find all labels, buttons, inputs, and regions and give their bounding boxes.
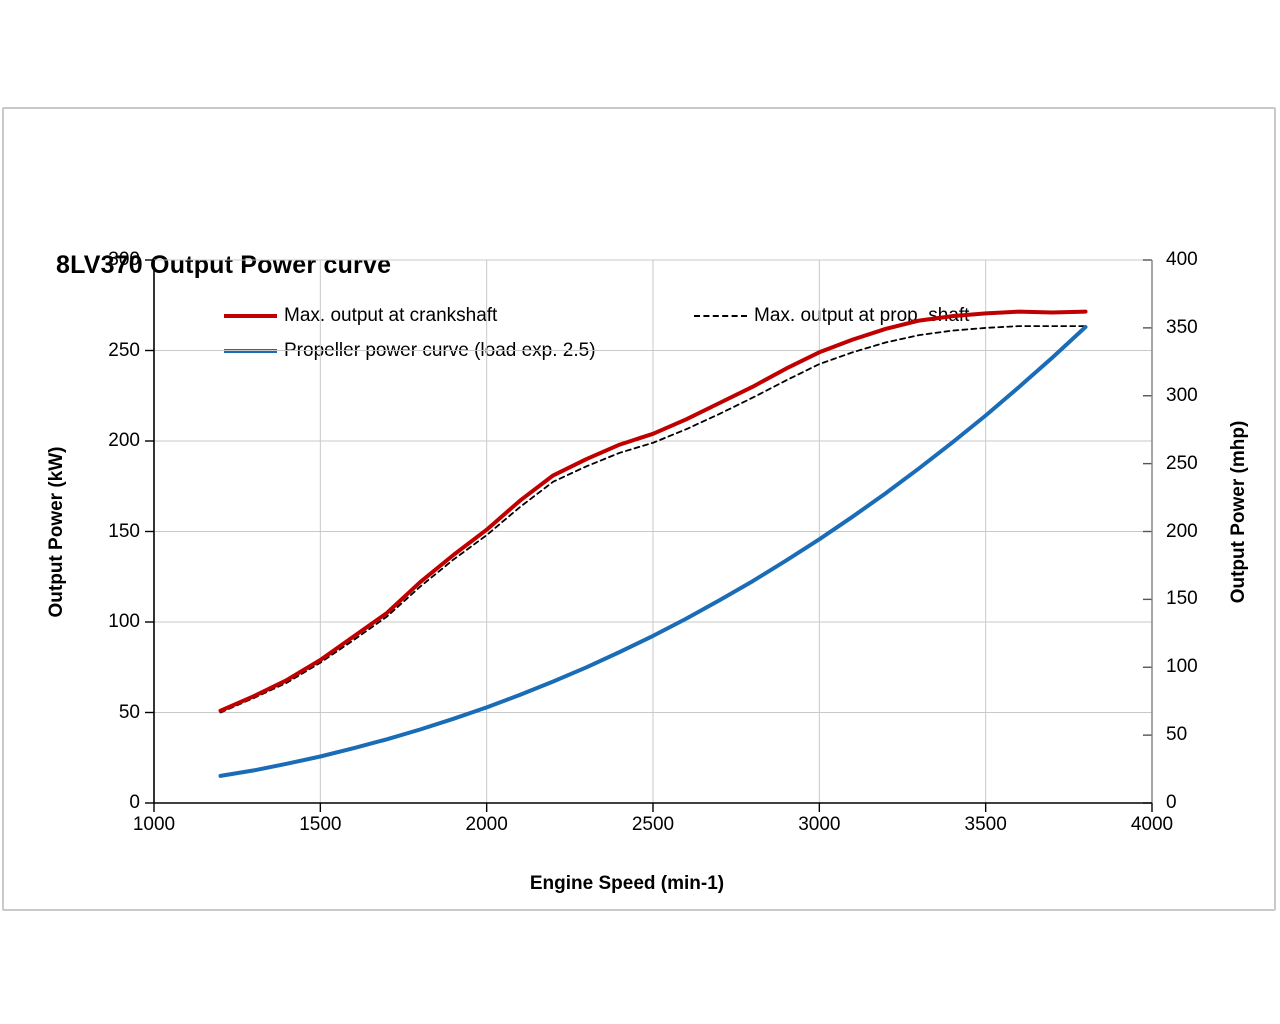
y-left-tick-label: 0	[129, 792, 140, 813]
x-tick-label: 1000	[132, 814, 176, 835]
y-left-tick-label: 150	[108, 520, 140, 542]
y-right-tick-label: 350	[1166, 316, 1198, 338]
legend-dashed-line-icon	[694, 315, 747, 317]
chart-title: 8LV370 Output Power curve	[56, 251, 392, 279]
y-left-tick-label: 50	[118, 701, 140, 723]
y-right-tick-label: 0	[1166, 792, 1177, 813]
y-right-tick-label: 300	[1166, 384, 1198, 406]
x-axis-title: Engine Speed (min-1)	[529, 873, 725, 894]
series-line-2	[218, 325, 1088, 778]
y-right-tick-label: 250	[1166, 452, 1198, 474]
y-right-tick-label: 150	[1166, 588, 1198, 610]
x-tick-label: 2500	[631, 814, 675, 835]
legend-label-crankshaft: Max. output at crankshaft	[284, 305, 498, 326]
x-tick-label: 1500	[299, 814, 342, 835]
y-right-tick-label: 200	[1166, 520, 1198, 542]
y-left-tick-label: 250	[108, 339, 140, 361]
y-left-tick-label: 200	[108, 430, 140, 451]
y-axis-right-title: Output Power (mhp)	[1228, 420, 1249, 604]
x-tick-label: 2000	[465, 814, 508, 835]
y-right-tick-label: 100	[1166, 656, 1198, 678]
chart-card: 8LV370 Output Power curve Max. output at…	[2, 107, 1276, 911]
y-axis-left-title: Output Power (kW)	[46, 446, 67, 618]
x-tick-label: 4000	[1130, 814, 1174, 835]
series-line-1	[219, 325, 1087, 714]
legend-line-crankshaft-icon	[224, 314, 277, 318]
y-left-tick-label: 300	[108, 249, 140, 270]
series-line-0	[218, 309, 1088, 713]
y-right-tick-label: 50	[1166, 724, 1188, 746]
y-left-tick-label: 100	[108, 611, 140, 632]
x-tick-label: 3500	[964, 814, 1007, 835]
legend-item-crankshaft: Max. output at crankshaft	[224, 305, 497, 327]
y-right-tick-label: 400	[1166, 249, 1198, 270]
x-tick-label: 3000	[798, 814, 841, 835]
